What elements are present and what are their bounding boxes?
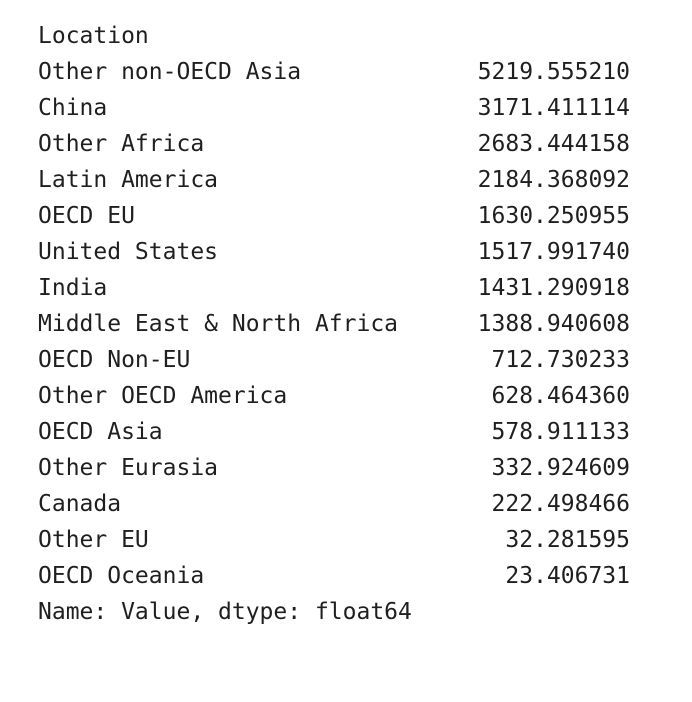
row-value: 628.464360 bbox=[491, 383, 630, 409]
row-location: Other non-OECD Asia bbox=[38, 59, 302, 85]
series-row: OECD Non-EU 712.730233 bbox=[38, 342, 638, 378]
row-location: OECD Asia bbox=[38, 419, 163, 445]
series-row: OECD Oceania 23.406731 bbox=[38, 558, 638, 594]
series-row: India 1431.290918 bbox=[38, 270, 638, 306]
row-value: 2184.368092 bbox=[477, 167, 630, 193]
row-value: 32.281595 bbox=[505, 527, 630, 553]
row-value: 1630.250955 bbox=[477, 203, 630, 229]
row-value: 712.730233 bbox=[491, 347, 630, 373]
series-row: Other Eurasia 332.924609 bbox=[38, 450, 638, 486]
row-location: Middle East & North Africa bbox=[38, 311, 399, 337]
row-location: Other OECD America bbox=[38, 383, 288, 409]
series-row: Latin America 2184.368092 bbox=[38, 162, 638, 198]
row-value: 578.911133 bbox=[491, 419, 630, 445]
row-value: 1431.290918 bbox=[477, 275, 630, 301]
series-output: Location Other non-OECD Asia 5219.555210… bbox=[38, 18, 638, 630]
series-row: China 3171.411114 bbox=[38, 90, 638, 126]
row-value: 2683.444158 bbox=[477, 131, 630, 157]
series-row: OECD Asia 578.911133 bbox=[38, 414, 638, 450]
series-row: United States 1517.991740 bbox=[38, 234, 638, 270]
row-value: 3171.411114 bbox=[477, 95, 630, 121]
series-row: Canada 222.498466 bbox=[38, 486, 638, 522]
row-location: OECD EU bbox=[38, 203, 135, 229]
row-value: 332.924609 bbox=[491, 455, 630, 481]
row-value: 23.406731 bbox=[505, 563, 630, 589]
index-name: Location bbox=[38, 23, 149, 49]
row-location: Latin America bbox=[38, 167, 219, 193]
row-location: India bbox=[38, 275, 108, 301]
series-row: Middle East & North Africa 1388.940608 bbox=[38, 306, 638, 342]
row-value: 1388.940608 bbox=[477, 311, 630, 337]
series-footer: Name: Value, dtype: float64 bbox=[38, 599, 412, 625]
row-location: Canada bbox=[38, 491, 122, 517]
row-value: 5219.555210 bbox=[477, 59, 630, 85]
series-row: Other OECD America 628.464360 bbox=[38, 378, 638, 414]
row-location: China bbox=[38, 95, 108, 121]
series-row: Other non-OECD Asia 5219.555210 bbox=[38, 54, 638, 90]
row-location: OECD Non-EU bbox=[38, 347, 191, 373]
series-row: OECD EU 1630.250955 bbox=[38, 198, 638, 234]
row-location: OECD Oceania bbox=[38, 563, 205, 589]
row-value: 1517.991740 bbox=[477, 239, 630, 265]
row-value: 222.498466 bbox=[491, 491, 630, 517]
series-row: Other Africa 2683.444158 bbox=[38, 126, 638, 162]
row-location: Other EU bbox=[38, 527, 149, 553]
row-location: Other Eurasia bbox=[38, 455, 219, 481]
row-location: United States bbox=[38, 239, 219, 265]
row-location: Other Africa bbox=[38, 131, 205, 157]
series-row: Other EU 32.281595 bbox=[38, 522, 638, 558]
